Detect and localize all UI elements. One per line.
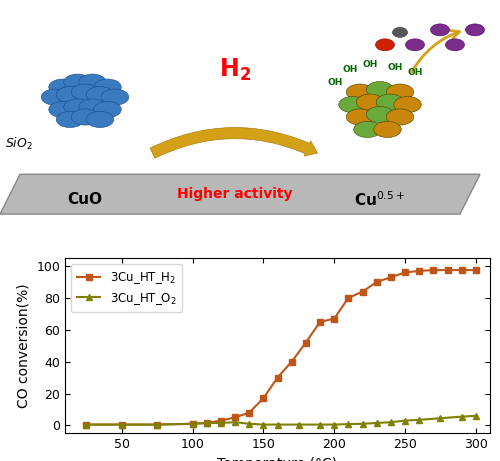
- 3Cu_HT_O$_2$: [438, 415, 444, 421]
- 3Cu_HT_H$_2$: [444, 267, 450, 273]
- Ellipse shape: [79, 99, 106, 115]
- Ellipse shape: [356, 94, 384, 110]
- 3Cu_HT_O$_2$: [246, 421, 252, 426]
- 3Cu_HT_H$_2$: [260, 396, 266, 401]
- 3Cu_HT_O$_2$: [232, 420, 238, 425]
- Ellipse shape: [79, 74, 106, 90]
- X-axis label: Temperature (°C): Temperature (°C): [218, 457, 338, 461]
- Ellipse shape: [94, 79, 122, 95]
- 3Cu_HT_O$_2$: [190, 421, 196, 426]
- Polygon shape: [0, 174, 480, 214]
- Ellipse shape: [366, 106, 394, 123]
- Text: OH: OH: [388, 63, 402, 72]
- Line: 3Cu_HT_H$_2$: 3Cu_HT_H$_2$: [83, 267, 479, 428]
- 3Cu_HT_O$_2$: [473, 413, 479, 419]
- Ellipse shape: [394, 96, 421, 112]
- Ellipse shape: [376, 39, 394, 51]
- 3Cu_HT_O$_2$: [374, 420, 380, 426]
- 3Cu_HT_H$_2$: [204, 420, 210, 426]
- 3Cu_HT_H$_2$: [458, 267, 464, 273]
- Ellipse shape: [366, 82, 394, 98]
- Text: $\mathbf{H_2}$: $\mathbf{H_2}$: [219, 57, 251, 83]
- Ellipse shape: [354, 121, 382, 137]
- Text: Higher activity: Higher activity: [177, 187, 293, 201]
- Ellipse shape: [346, 109, 374, 125]
- 3Cu_HT_H$_2$: [331, 316, 337, 321]
- Y-axis label: CO conversion(%): CO conversion(%): [16, 284, 30, 408]
- Ellipse shape: [64, 99, 92, 115]
- 3Cu_HT_H$_2$: [246, 410, 252, 415]
- 3Cu_HT_O$_2$: [204, 420, 210, 426]
- Ellipse shape: [86, 112, 114, 128]
- Text: Cu$^{0.5+}$: Cu$^{0.5+}$: [354, 190, 406, 208]
- Ellipse shape: [386, 84, 414, 100]
- 3Cu_HT_O$_2$: [331, 422, 337, 427]
- 3Cu_HT_H$_2$: [388, 274, 394, 280]
- 3Cu_HT_H$_2$: [402, 270, 408, 275]
- 3Cu_HT_H$_2$: [288, 359, 294, 365]
- 3Cu_HT_H$_2$: [218, 418, 224, 423]
- Text: OH: OH: [362, 60, 378, 69]
- Ellipse shape: [49, 101, 76, 118]
- 3Cu_HT_H$_2$: [416, 268, 422, 274]
- 3Cu_HT_H$_2$: [232, 414, 238, 420]
- Ellipse shape: [446, 39, 464, 51]
- 3Cu_HT_O$_2$: [274, 422, 280, 427]
- FancyArrowPatch shape: [412, 30, 460, 72]
- Ellipse shape: [49, 79, 76, 95]
- Ellipse shape: [376, 94, 404, 110]
- Ellipse shape: [339, 96, 366, 112]
- Text: CuO: CuO: [68, 192, 102, 207]
- Ellipse shape: [406, 39, 424, 51]
- 3Cu_HT_H$_2$: [430, 267, 436, 273]
- 3Cu_HT_O$_2$: [218, 420, 224, 426]
- 3Cu_HT_H$_2$: [154, 422, 160, 427]
- 3Cu_HT_H$_2$: [190, 421, 196, 426]
- 3Cu_HT_O$_2$: [346, 421, 352, 427]
- FancyArrowPatch shape: [150, 128, 318, 158]
- 3Cu_HT_H$_2$: [317, 319, 323, 325]
- Text: OH: OH: [342, 65, 357, 74]
- 3Cu_HT_O$_2$: [317, 422, 323, 427]
- Ellipse shape: [430, 24, 450, 36]
- Text: OH: OH: [328, 77, 342, 87]
- 3Cu_HT_O$_2$: [296, 422, 302, 427]
- Ellipse shape: [56, 112, 84, 128]
- Ellipse shape: [94, 101, 122, 118]
- 3Cu_HT_O$_2$: [458, 414, 464, 420]
- 3Cu_HT_O$_2$: [260, 422, 266, 427]
- Ellipse shape: [386, 109, 414, 125]
- Ellipse shape: [466, 24, 484, 36]
- Ellipse shape: [101, 89, 129, 105]
- 3Cu_HT_O$_2$: [154, 422, 160, 427]
- 3Cu_HT_O$_2$: [416, 417, 422, 423]
- Ellipse shape: [374, 121, 401, 137]
- 3Cu_HT_H$_2$: [473, 267, 479, 273]
- 3Cu_HT_O$_2$: [402, 418, 408, 423]
- Ellipse shape: [72, 84, 99, 100]
- 3Cu_HT_O$_2$: [388, 420, 394, 425]
- Ellipse shape: [346, 84, 374, 100]
- Ellipse shape: [72, 109, 99, 125]
- 3Cu_HT_H$_2$: [303, 340, 309, 345]
- 3Cu_HT_O$_2$: [360, 421, 366, 426]
- 3Cu_HT_O$_2$: [118, 422, 124, 427]
- 3Cu_HT_O$_2$: [83, 422, 89, 427]
- 3Cu_HT_H$_2$: [274, 375, 280, 380]
- Text: $SiO_2$: $SiO_2$: [5, 136, 33, 153]
- Ellipse shape: [56, 87, 84, 103]
- 3Cu_HT_H$_2$: [346, 295, 352, 301]
- Line: 3Cu_HT_O$_2$: 3Cu_HT_O$_2$: [83, 413, 479, 428]
- 3Cu_HT_H$_2$: [83, 422, 89, 427]
- Ellipse shape: [42, 89, 69, 105]
- Legend: 3Cu_HT_H$_2$, 3Cu_HT_O$_2$: 3Cu_HT_H$_2$, 3Cu_HT_O$_2$: [71, 264, 182, 313]
- 3Cu_HT_H$_2$: [374, 279, 380, 285]
- Ellipse shape: [86, 87, 114, 103]
- Ellipse shape: [64, 74, 92, 90]
- Ellipse shape: [392, 27, 407, 37]
- Text: OH: OH: [408, 68, 422, 77]
- 3Cu_HT_H$_2$: [360, 289, 366, 295]
- 3Cu_HT_H$_2$: [118, 422, 124, 427]
